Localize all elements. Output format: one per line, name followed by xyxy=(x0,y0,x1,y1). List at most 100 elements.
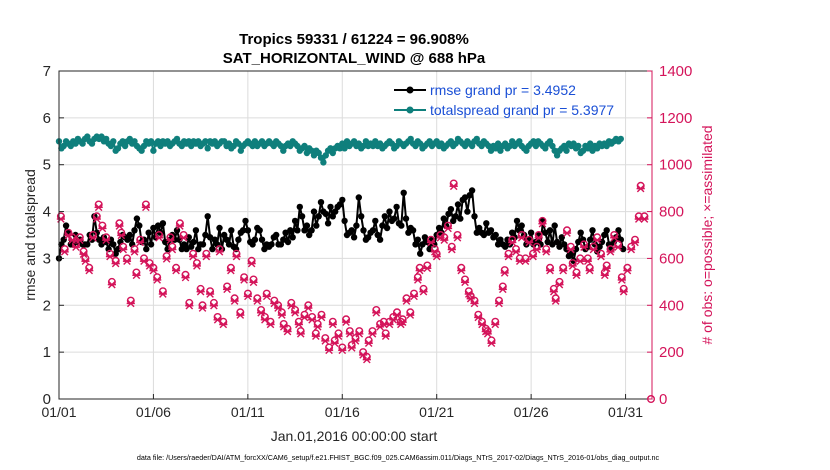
totalspread-point xyxy=(287,142,294,150)
rmse-point xyxy=(603,227,610,234)
rmse-point xyxy=(301,227,308,234)
rmse-point xyxy=(143,245,150,253)
rmse-point xyxy=(553,238,561,246)
rmse-point xyxy=(601,231,608,239)
obs-assimilated-point xyxy=(111,259,120,268)
obs-assimilated-point xyxy=(136,238,145,247)
totalspread-point xyxy=(88,140,96,147)
obs-assimilated-point xyxy=(154,234,164,242)
obs-assimilated-point xyxy=(158,290,167,298)
rmse-point xyxy=(518,222,525,229)
rmse-point xyxy=(322,210,329,218)
rmse-point xyxy=(190,238,197,246)
obs-assimilated-point xyxy=(610,234,619,242)
rmse-point xyxy=(216,224,223,232)
rmse-point xyxy=(282,229,289,236)
totalspread-point xyxy=(497,147,504,154)
rmse-point xyxy=(471,213,478,220)
rmse-point xyxy=(381,213,388,220)
y-right-tick-label: 0 xyxy=(659,391,667,408)
rmse-point xyxy=(317,199,325,206)
rmse-point xyxy=(549,241,556,248)
totalspread-point xyxy=(188,142,195,150)
rmse-point xyxy=(268,241,275,248)
totalspread-point xyxy=(617,135,624,143)
obs-assimilated-point xyxy=(79,250,88,259)
totalspread-point xyxy=(270,142,277,150)
totalspread-point xyxy=(587,140,594,147)
rmse-point xyxy=(379,222,386,229)
obs-assimilated-point xyxy=(119,245,128,254)
obs-assimilated-point xyxy=(511,248,521,256)
rmse-point xyxy=(513,217,521,225)
obs-assimilated-point xyxy=(132,271,141,280)
obs-assimilated-point xyxy=(330,339,339,348)
obs-assimilated-point xyxy=(521,257,530,266)
obs-assimilated-point xyxy=(398,318,407,326)
obs-assimilated-point xyxy=(196,287,205,296)
obs-assimilated-point xyxy=(432,252,441,261)
rmse-point xyxy=(615,227,622,234)
x-tick-label: 01/06 xyxy=(136,404,171,420)
y-right-tick-label: 1400 xyxy=(659,63,692,80)
obs-assimilated-point xyxy=(362,355,371,364)
rmse-point xyxy=(402,215,410,222)
rmse-point xyxy=(258,236,266,243)
obs-assimilated-point xyxy=(317,313,326,322)
rmse-point xyxy=(159,220,167,227)
rmse-point xyxy=(386,208,393,215)
rmse-point xyxy=(546,227,554,234)
obs-assimilated-point xyxy=(562,229,572,237)
totalspread-point xyxy=(570,140,577,147)
totalspread-point xyxy=(355,140,362,147)
legend-rmse-label: rmse grand pr = 3.4952 xyxy=(430,82,576,98)
obs-assimilated-point xyxy=(600,271,609,280)
totalspread-point xyxy=(230,142,237,150)
obs-assimilated-point xyxy=(181,273,190,282)
axes: 01/01 01/06 01/11 01/16 01/21 01/26 01/31 0 1 2 3 4… xyxy=(41,63,692,420)
obs-assimilated-point xyxy=(447,245,456,254)
rmse-point xyxy=(341,217,348,225)
rmse-point xyxy=(242,217,249,225)
rmse-point xyxy=(192,227,200,234)
obs-assimilated-point xyxy=(549,287,558,296)
rmse-point xyxy=(298,213,306,220)
rmse-point xyxy=(587,236,594,243)
rmse-point xyxy=(353,222,360,229)
obs-assimilated-point xyxy=(494,299,504,308)
obs-assimilated-point xyxy=(94,203,103,212)
totalspread-point xyxy=(584,145,591,152)
totalspread-point xyxy=(84,133,91,140)
obs-assimilated-point xyxy=(277,311,286,319)
totalspread-point xyxy=(594,145,601,152)
obs-assimilated-point xyxy=(606,248,615,256)
legend: rmse grand pr = 3.4952 totalspread grand… xyxy=(394,82,614,118)
obs-assimilated-point xyxy=(636,184,645,193)
obs-assimilated-point xyxy=(287,301,296,310)
rmse-point xyxy=(473,229,480,236)
rmse-point xyxy=(294,227,301,234)
rmse-point xyxy=(133,215,141,222)
rmse-point xyxy=(310,208,318,215)
totalspread-point xyxy=(202,138,209,145)
obs-assimilated-point xyxy=(198,304,207,312)
obs-assimilated-point xyxy=(98,224,107,233)
rmse-point xyxy=(409,227,417,234)
obs-assimilated-point xyxy=(256,308,266,317)
obs-assimilated-point xyxy=(525,238,534,247)
rmse-point xyxy=(542,229,549,236)
obs-assimilated-point xyxy=(351,337,360,345)
obs-assimilated-point xyxy=(566,245,575,254)
rmse-point xyxy=(374,231,381,239)
obs-assimilated-point xyxy=(498,285,507,294)
rmse-point xyxy=(400,189,407,196)
obs-assimilated-point xyxy=(491,320,500,329)
y-left-tick-label: 2 xyxy=(43,297,51,314)
legend-totalspread-marker xyxy=(406,106,414,114)
rmse-point xyxy=(287,227,294,234)
totalspread-point xyxy=(119,138,126,145)
obs-assimilated-point xyxy=(253,297,262,305)
obs-assimilated-point xyxy=(474,313,483,322)
obs-assimilated-point xyxy=(102,236,111,244)
